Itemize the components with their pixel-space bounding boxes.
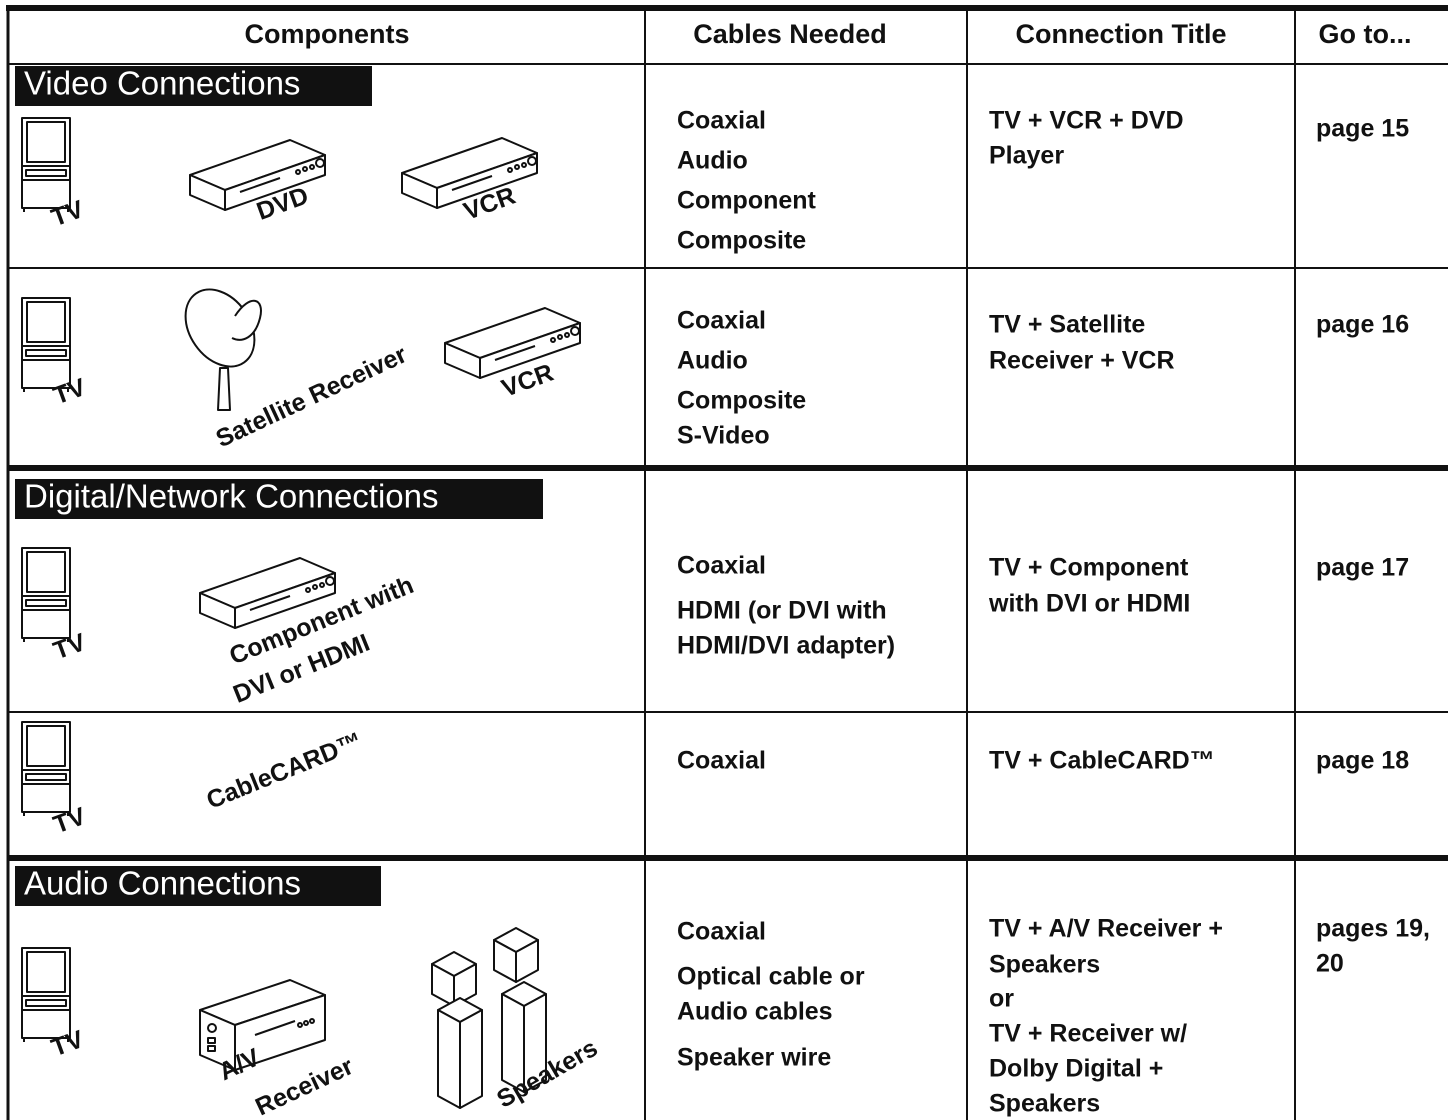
column-header: Components	[245, 19, 410, 49]
cable-item: S-Video	[677, 422, 770, 450]
section-banner	[15, 866, 381, 906]
cable-item: Audio	[677, 147, 748, 175]
cable-item: Coaxial	[677, 747, 766, 775]
page-ref: page 16	[1316, 311, 1409, 339]
connection-title: Dolby Digital +	[989, 1055, 1163, 1083]
cable-item: Audio cables	[677, 998, 833, 1026]
page-ref: pages 19,	[1316, 915, 1430, 943]
connection-title: Speakers	[989, 951, 1100, 979]
cable-item: Coaxial	[677, 307, 766, 335]
page-ref: page 15	[1316, 115, 1409, 143]
cable-item: Optical cable or	[677, 963, 865, 991]
connection-title: TV + VCR + DVD	[989, 107, 1184, 135]
page-ref: page 17	[1316, 554, 1409, 582]
cable-item: Speaker wire	[677, 1044, 831, 1072]
column-header: Cables Needed	[693, 19, 887, 49]
grid	[6, 5, 1448, 1120]
connection-title: or	[989, 985, 1014, 1013]
device-label: CableCARD™	[203, 727, 367, 815]
cable-item: Composite	[677, 387, 806, 415]
connection-title: TV + A/V Receiver +	[989, 915, 1223, 943]
connection-title: TV + Receiver w/	[989, 1020, 1187, 1048]
section-title: Audio Connections	[24, 865, 301, 902]
device-label: Receiver	[251, 1052, 358, 1120]
cable-item: Component	[677, 187, 817, 215]
column-header: Go to...	[1319, 19, 1412, 49]
connection-title: TV + CableCARD™	[989, 747, 1215, 775]
page-ref: 20	[1316, 950, 1344, 978]
connection-title: TV + Component	[989, 554, 1189, 582]
cable-item: Audio	[677, 347, 748, 375]
cable-item: Coaxial	[677, 107, 766, 135]
page-ref: page 18	[1316, 747, 1409, 775]
cable-item: Composite	[677, 227, 806, 255]
cable-item: HDMI (or DVI with	[677, 597, 887, 625]
cable-item: Coaxial	[677, 552, 766, 580]
cable-item: HDMI/DVI adapter)	[677, 632, 895, 660]
section-banner	[15, 66, 372, 106]
connection-title: Receiver + VCR	[989, 347, 1175, 375]
section-title: Video Connections	[24, 65, 300, 102]
connection-title: TV + Satellite	[989, 311, 1145, 339]
cable-item: Coaxial	[677, 918, 766, 946]
connection-title: with DVI or HDMI	[988, 590, 1190, 618]
column-header: Connection Title	[1015, 19, 1226, 49]
connection-title: Speakers	[989, 1090, 1100, 1118]
section-banner	[15, 479, 543, 519]
connection-title: Player	[989, 142, 1064, 170]
section-title: Digital/Network Connections	[24, 478, 439, 515]
